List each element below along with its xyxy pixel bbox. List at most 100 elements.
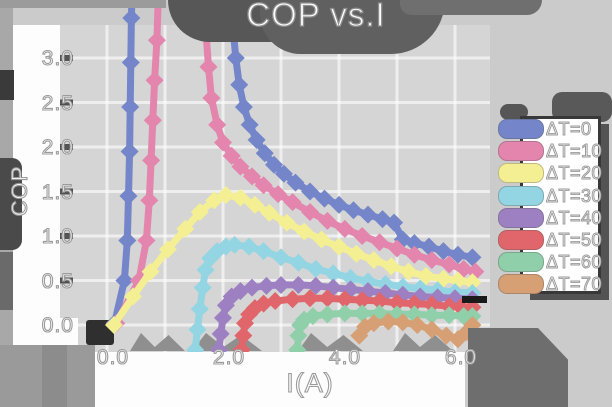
tick-shadow [393,333,453,351]
diamond-marker [405,294,424,313]
diamond-marker [277,213,296,232]
diamond-marker [463,273,482,292]
diamond-marker [422,251,441,270]
legend-swatch-0 [498,119,544,139]
diamond-marker [382,257,401,276]
diamond-marker [370,233,389,252]
diamond-marker [318,211,337,230]
diamond-marker [234,97,253,116]
diamond-marker [147,31,166,50]
diamond-marker [190,202,209,221]
diamond-marker [158,240,177,259]
diamond-marker [202,89,221,108]
left-shadow-blob [0,70,14,100]
diamond-marker [405,245,424,264]
diamond-marker [214,133,232,152]
bottom-margin [95,352,465,407]
legend-label-1: ΔT=10 [546,141,603,162]
diamond-marker [434,242,453,261]
diamond-marker [121,97,140,116]
legend-label-0: ΔT=0 [546,119,592,140]
diamond-marker [199,57,218,76]
diamond-marker [120,142,139,161]
ylabel-shadow-blob [0,158,22,250]
diamond-marker [257,276,276,295]
legend-label-3: ΔT=30 [546,185,603,206]
diamond-marker [247,130,266,149]
top-edge-strip [0,0,166,8]
diamond-marker [104,316,123,334]
diamond-marker [335,304,354,323]
artifact-bar [462,296,487,303]
diamond-marker [240,115,259,134]
diamond-marker [440,306,459,325]
diamond-marker [118,231,137,250]
diamond-marker [245,195,264,214]
diamond-marker [188,320,207,339]
diamond-marker [463,248,482,267]
tick-shadow [130,333,185,351]
diamond-marker [142,151,161,170]
diamond-marker [193,278,212,297]
tick-shadow [298,333,363,351]
diamond-marker [353,304,372,323]
diamond-marker [341,268,360,287]
diamond-marker [448,245,467,264]
legend-swatch-4 [498,207,544,228]
diamond-marker [419,237,438,256]
diamond-marker [240,237,259,256]
diamond-marker [243,278,261,297]
diamond-marker [274,164,293,183]
diamond-marker [226,49,245,67]
diamond-marker [417,267,435,286]
diamond-marker [335,290,354,309]
diamond-marker [216,186,235,205]
bottom-left-shade [42,345,67,407]
diamond-marker [141,262,160,281]
diamond-marker [303,307,322,326]
diamond-marker [208,115,227,134]
diamond-marker [260,203,279,222]
diamond-marker [243,167,261,186]
diamond-marker [269,185,288,204]
diamond-marker [353,291,372,310]
diamond-marker [255,144,274,163]
diamond-marker [324,264,343,283]
legend-label-5: ΔT=50 [546,230,603,251]
diamond-marker [344,201,363,220]
diamond-marker [289,275,308,294]
legend-swatch-6 [498,252,544,273]
legend-label-4: ΔT=40 [546,207,603,228]
diamond-marker [234,326,253,345]
diamond-marker [214,308,232,327]
legend-swatch-3 [498,185,544,206]
diamond-marker [295,222,314,241]
diamond-marker [301,289,319,308]
diamond-marker [388,293,406,312]
diamond-marker [145,71,164,90]
diamond-marker [359,272,377,291]
diamond-marker [119,186,138,205]
diamond-marker [254,242,273,261]
legend-label-7: ΔT=70 [546,274,603,295]
diamond-marker [222,146,241,165]
diamond-marker [186,340,205,352]
diamond-marker [115,271,134,290]
diamond-marker [289,253,308,272]
diamond-marker [393,313,412,332]
diamond-marker [318,305,337,324]
x-axis-label: I(A) [286,367,334,398]
diamond-marker [209,340,228,352]
diamond-marker [364,251,383,270]
diamond-marker [225,235,244,254]
legend-label-2: ΔT=20 [546,163,603,184]
diamond-marker [379,312,398,331]
diamond-marker [272,248,290,267]
diamond-marker [143,111,162,130]
diamond-marker [388,239,406,258]
diamond-marker [364,314,383,333]
diamond-marker [385,213,404,232]
diamond-marker [405,234,424,253]
